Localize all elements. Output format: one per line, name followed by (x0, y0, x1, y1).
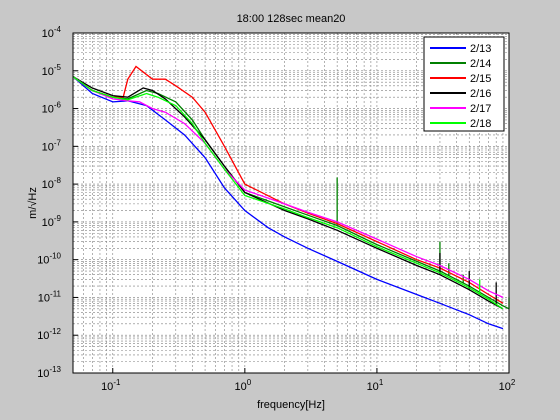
y-axis-label: m/√Hz (27, 187, 39, 219)
tick-layer: 10-1 100 101 102 10-13 10-12 10-11 10-10 10-9 10-… (37, 25, 516, 393)
legend-label-2-17: 2/17 (470, 103, 491, 115)
y-tick-label: 10-9 (42, 214, 62, 229)
legend-box (423, 36, 505, 132)
x-tick-label: 10-1 (101, 378, 121, 393)
y-tick-label: 10-4 (42, 25, 62, 40)
x-tick-label: 100 (234, 378, 251, 393)
x-tick-label: 102 (499, 378, 516, 393)
series-layer (72, 65, 510, 330)
series-line-2-18 (72, 76, 504, 310)
chart-title: 18:00 128sec mean20 (237, 13, 346, 25)
series-line-2-15 (72, 65, 504, 304)
grid-layer (72, 32, 510, 374)
y-tick-label: 10-5 (42, 63, 62, 78)
y-tick-label: 10-10 (37, 252, 61, 267)
legend-label-2-13: 2/13 (470, 43, 491, 55)
x-axis-label: frequency[Hz] (257, 399, 325, 411)
legend-label-2-15: 2/15 (470, 73, 491, 85)
y-tick-label: 10-11 (38, 289, 62, 304)
y-tick-label: 10-13 (37, 365, 61, 380)
y-tick-label: 10-12 (37, 327, 61, 342)
y-tick-label: 10-7 (42, 138, 62, 153)
series-line-2-17 (72, 76, 504, 298)
y-tick-label: 10-6 (42, 101, 62, 116)
legend-label-2-14: 2/14 (470, 58, 491, 70)
legend-label-2-16: 2/16 (470, 88, 491, 100)
legend: 2/13 2/14 2/15 2/16 2/17 2/18 (423, 36, 505, 132)
x-tick-label: 101 (367, 378, 384, 393)
y-tick-label: 10-8 (42, 176, 62, 191)
plot-frame (72, 32, 510, 374)
legend-label-2-18: 2/18 (470, 118, 491, 130)
